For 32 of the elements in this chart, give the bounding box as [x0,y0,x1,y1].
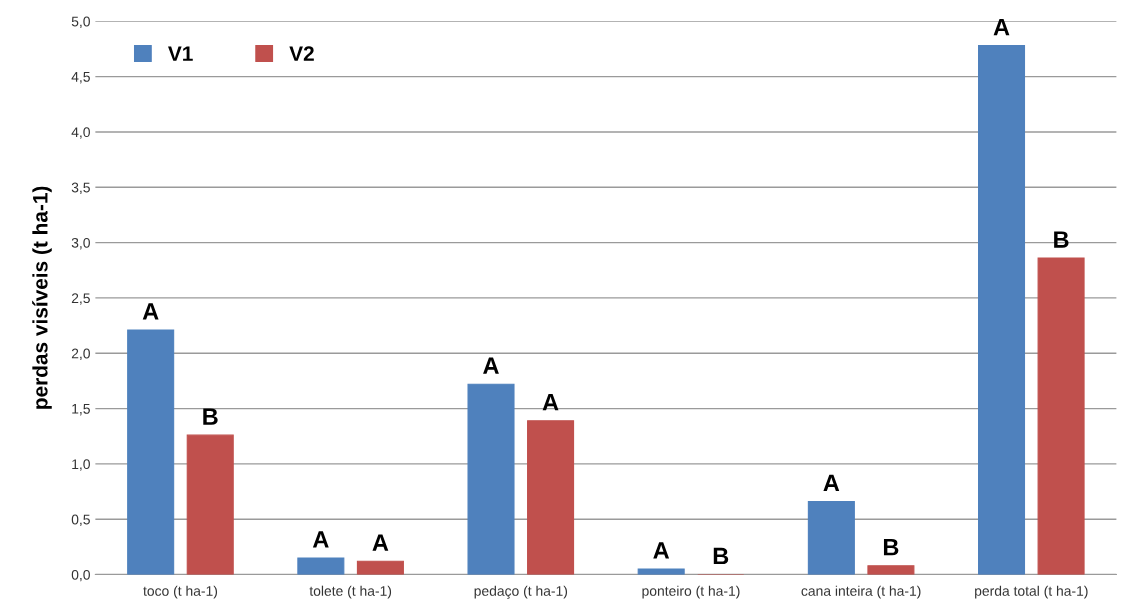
y-tick-label: 0,0 [71,569,90,582]
data-label: A [653,542,670,559]
x-tick-label: perda total (t ha-1) [975,585,1088,599]
data-label: A [542,394,559,411]
x-tick-label: toco (t ha-1) [143,585,218,599]
data-label: A [142,303,159,320]
data-label: B [1054,231,1069,248]
y-tick-label: 1,5 [72,404,90,416]
data-label: B [713,547,729,565]
y-axis-title: perdas visíveis (t ha-1) [32,186,52,409]
data-label: A [372,534,389,551]
data-label: A [483,357,499,374]
data-label: A [312,531,329,548]
legend-label: V2 [289,46,314,61]
y-tick-label: 3,5 [71,182,90,195]
x-tick-label: pedaço (t ha-1) [474,585,568,599]
y-tick-label: 0,5 [71,514,90,527]
x-tick-label: ponteiro (t ha-1) [642,585,740,599]
y-tick-label: 2,5 [71,293,90,305]
data-label: B [883,539,899,556]
data-label: A [823,474,840,492]
legend-label: V1 [168,46,193,61]
y-tick-label: 2,0 [71,348,90,361]
data-label: B [203,408,218,425]
y-tick-label: 1,0 [72,459,90,471]
data-label: A [993,18,1010,36]
x-tick-label: cana inteira (t ha-1) [801,585,921,599]
y-tick-label: 4,5 [71,72,90,84]
y-tick-label: 5,0 [71,16,90,29]
y-tick-label: 3,0 [71,237,90,250]
y-tick-label: 4,0 [71,127,90,139]
x-tick-label: tolete (t ha-1) [309,585,392,599]
